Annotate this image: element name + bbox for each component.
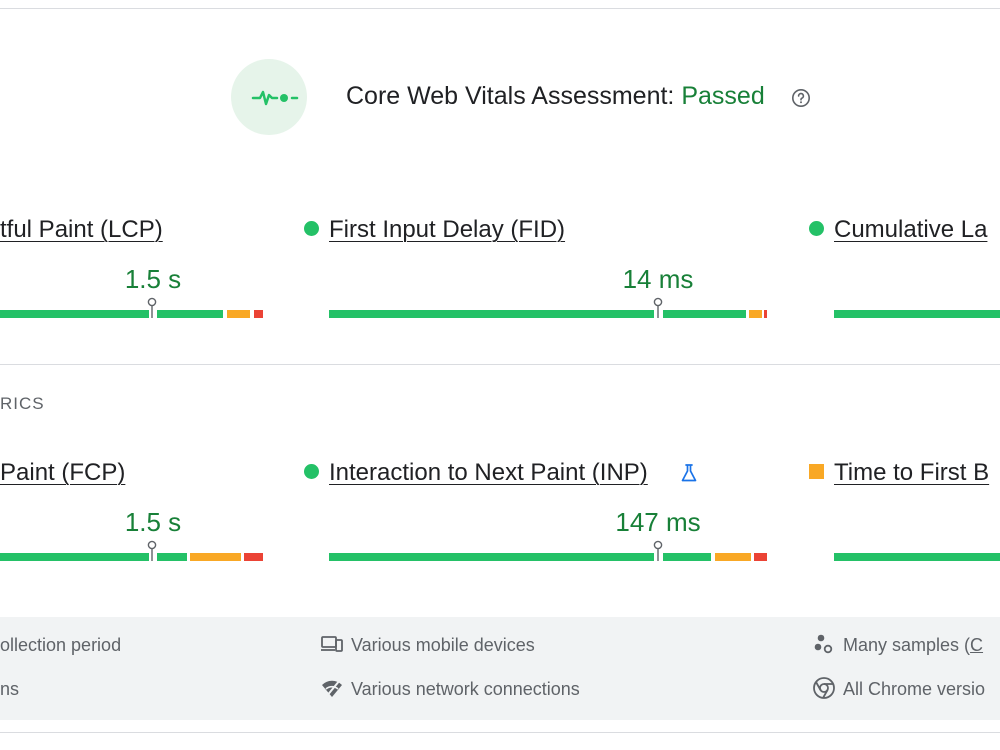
metric-fid-value: 14 ms [622, 264, 694, 294]
network-text: Various network connections [351, 679, 580, 699]
experimental-flask-icon [681, 464, 697, 482]
metric-fid-distribution-bar [329, 310, 767, 318]
vitals-badge [231, 59, 307, 135]
metric-inp-name[interactable]: Interaction to Next Paint (INP) [329, 459, 648, 486]
metric-fid-marker [653, 297, 663, 318]
chrome-icon [813, 677, 835, 699]
good-status-dot [304, 464, 319, 479]
metric-fcp-value: 1.5 s [124, 507, 182, 537]
data-source-info-panel: ollection period Various mobile devices … [0, 617, 1000, 720]
metric-inp-marker [653, 540, 663, 561]
metric-inp-distribution-bar [329, 553, 767, 561]
metric-fcp-distribution-bar [0, 553, 263, 561]
metric-cls-distribution-bar [834, 310, 1000, 318]
devices-icon [321, 636, 343, 652]
heartbeat-icon [251, 90, 299, 106]
good-status-dot [304, 221, 319, 236]
assessment-label: Core Web Vitals Assessment: [346, 82, 675, 110]
other-metrics-heading: RICS [0, 394, 45, 413]
metric-cls-name[interactable]: Cumulative La [834, 216, 988, 243]
samples-icon [814, 634, 833, 654]
assessment-title: Core Web Vitals Assessment: Passed [346, 82, 765, 111]
network-icon [322, 679, 342, 698]
help-icon[interactable] [791, 88, 811, 108]
metric-ttfb-distribution-bar [834, 553, 1000, 561]
section-divider [0, 364, 1000, 365]
metric-lcp-value: 1.5 s [124, 264, 182, 294]
metric-fcp-name[interactable]: Paint (FCP) [0, 459, 126, 486]
chrome-versions-text: All Chrome versio [843, 679, 986, 699]
samples-text: Many samples (C [843, 635, 984, 655]
collection-period-text: ollection period [0, 635, 122, 655]
metric-lcp-distribution-bar [0, 310, 263, 318]
assessment-status: Passed [681, 82, 765, 110]
metric-ttfb-name[interactable]: Time to First B [834, 459, 990, 486]
metric-fid-name[interactable]: First Input Delay (FID) [329, 216, 566, 243]
metric-lcp-marker [147, 297, 157, 318]
devices-text: Various mobile devices [351, 635, 535, 655]
report-card [0, 8, 1000, 733]
duration-text: ns [0, 679, 20, 699]
needs-improvement-square [809, 464, 824, 479]
metric-lcp-name[interactable]: tful Paint (LCP) [0, 216, 163, 243]
good-status-dot [809, 221, 824, 236]
metric-inp-value: 147 ms [615, 507, 701, 537]
metric-fcp-marker [147, 540, 157, 561]
samples-link[interactable]: C [970, 635, 984, 655]
